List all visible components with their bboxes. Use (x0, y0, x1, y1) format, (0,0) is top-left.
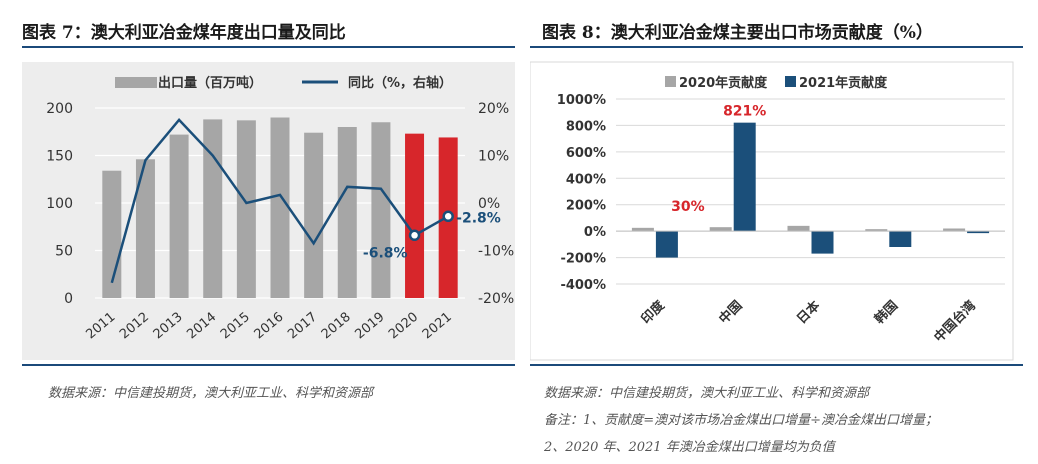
y-tick-label: 50 (55, 244, 73, 260)
bar-2020-contribution (709, 227, 732, 232)
x-tick-label: 2013 (151, 310, 186, 343)
right-remark-line1: 备注：1、贡献度=澳对该市场冶金煤出口增量÷澳冶金煤出口增量； (544, 413, 939, 428)
bar-export-volume (405, 133, 425, 298)
data-label: 821% (723, 104, 766, 120)
right-chart-panel: 图表 8：澳大利亚冶金煤主要出口市场贡献度（%） -400% -200% 0% 200… (530, 0, 1038, 464)
line-yoy-growth (110, 117, 449, 284)
y-tick-label: 200 (46, 101, 73, 117)
yoy-data-label: -2.8% (456, 210, 501, 226)
legend-label-2021: 2021年贡献度 (799, 75, 888, 91)
y-tick-label: -200% (560, 252, 606, 267)
x-tick-label: 2012 (117, 310, 152, 343)
y2-tick-label: -20% (478, 291, 514, 307)
x-tick-label: 2018 (319, 310, 354, 343)
yoy-point-marker (408, 229, 421, 242)
y2-tick-label: 0% (478, 196, 500, 212)
bar-export-volume (203, 119, 223, 299)
legend-label-bar: 出口量（百万吨） (158, 75, 262, 91)
bar-2020-contribution (943, 228, 966, 232)
bar-2021-contribution (655, 231, 678, 258)
yoy-data-label: -6.8% (363, 245, 408, 261)
right-title-rule (530, 46, 1023, 48)
left-title-rule (22, 46, 515, 48)
legend-label-line: 同比（%，右轴） (348, 75, 452, 91)
legend-swatch-2020 (665, 76, 676, 87)
right-bottom-rule (530, 364, 1023, 366)
bar-export-volume (337, 127, 357, 298)
y-tick-label: 800% (566, 119, 606, 134)
x-tick-label: 2015 (218, 310, 253, 343)
yoy-point-marker (442, 210, 454, 223)
left-chart-title: 图表 7：澳大利亚冶金煤年度出口量及同比 (22, 23, 346, 43)
bar-2021-contribution (889, 231, 912, 247)
x-tick-label: 韩国 (871, 298, 901, 328)
data-label: 30% (671, 199, 705, 215)
bar-2021-contribution (967, 231, 990, 234)
right-chart-title: 图表 8：澳大利亚冶金煤主要出口市场贡献度（%） (542, 23, 933, 43)
y2-tick-label: 10% (478, 149, 509, 165)
x-tick-label: 2011 (83, 310, 118, 343)
right-chart-border (530, 61, 1014, 361)
x-tick-label: 2016 (252, 310, 287, 343)
left-bottom-rule (22, 364, 515, 366)
x-tick-label: 2019 (352, 310, 387, 343)
y-tick-label: 0 (64, 291, 73, 307)
bar-export-volume (236, 120, 256, 298)
x-tick-label: 2020 (386, 310, 421, 343)
bar-export-volume (304, 132, 324, 298)
legend-swatch-bar (115, 77, 157, 88)
y-tick-label: 1000% (557, 93, 606, 108)
x-tick-label: 日本 (794, 298, 824, 328)
bar-export-volume (270, 117, 290, 298)
right-remark-line2: 2、2020 年、2021 年澳冶金煤出口增量均为负值 (544, 440, 835, 455)
y-tick-label: 200% (566, 199, 606, 214)
y-tick-label: 600% (566, 146, 606, 161)
y-tick-label: 0% (584, 225, 606, 240)
x-tick-label: 中国台湾 (931, 298, 979, 346)
bar-export-volume (135, 159, 155, 298)
y-tick-label: 100 (46, 196, 73, 212)
bar-2021-contribution (811, 231, 834, 254)
bar-export-volume (169, 134, 189, 298)
bar-export-volume (371, 122, 391, 298)
bar-2020-contribution (865, 229, 888, 232)
right-source-note: 数据来源：中信建投期货，澳大利亚工业、科学和资源部 (544, 386, 870, 401)
y-tick-label: -400% (560, 278, 606, 293)
legend-swatch-2021 (785, 76, 796, 87)
y2-tick-label: 20% (478, 101, 509, 117)
left-chart-panel: 图表 7：澳大利亚冶金煤年度出口量及同比 0 50 100 150 200 -20% -10… (0, 0, 515, 464)
bar-2020-contribution (631, 227, 654, 232)
right-chart-svg: -400% -200% 0% 200% 400% 600% 800% 1000% 印度 中国 日本 韩… (530, 61, 1014, 361)
left-chart-svg: 0 50 100 150 200 -20% -10% 0% 10% 20% 201120122013… (46, 75, 514, 343)
x-tick-label: 2021 (420, 310, 455, 343)
y-tick-label: 400% (566, 172, 606, 187)
bar-2020-contribution (787, 225, 810, 232)
x-tick-label: 2017 (285, 310, 320, 343)
x-tick-label: 印度 (638, 297, 668, 327)
x-tick-label: 中国 (716, 298, 746, 328)
x-tick-label: 2014 (184, 310, 219, 343)
y-tick-label: 150 (46, 149, 73, 165)
y2-tick-label: -10% (478, 244, 514, 260)
left-source-note: 数据来源：中信建投期货，澳大利亚工业、科学和资源部 (48, 386, 374, 401)
bar-2021-contribution (733, 122, 756, 232)
legend-label-2020: 2020年贡献度 (679, 75, 768, 91)
